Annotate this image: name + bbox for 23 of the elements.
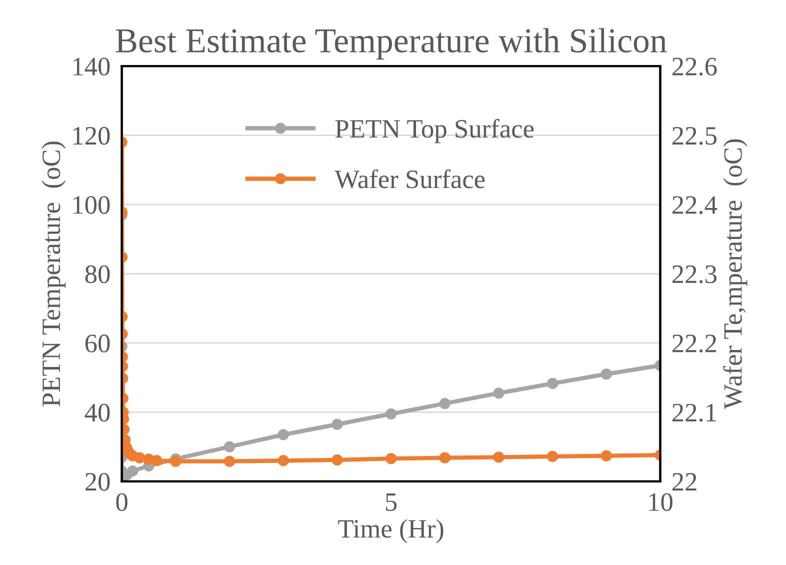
- x-tick-label: 10: [649, 493, 672, 512]
- y2-tick-label: 22.5: [672, 127, 716, 145]
- y2-tick-label: 22.4: [672, 196, 718, 214]
- y-tick-label: 40: [84, 404, 110, 422]
- legend-label: Wafer Surface: [334, 169, 485, 188]
- y-tick-label: 20: [85, 472, 110, 491]
- y2-tick-label: 22.1: [672, 404, 716, 422]
- y2-tick-label: 22.2: [672, 334, 716, 352]
- y-tick-label: 100: [73, 196, 110, 214]
- y-tick-label: 80: [85, 265, 110, 284]
- y-tick-label: 60: [85, 334, 110, 352]
- y2-tick-label: 22: [672, 473, 696, 491]
- y-axis-title: PETN Temperature (oC): [42, 142, 66, 406]
- y-tick-label: 140: [73, 58, 110, 76]
- y2-axis-title: Wafer Te,mperature (oC): [723, 139, 748, 410]
- x-tick-label: 5: [386, 494, 397, 512]
- y2-tick-label: 22.6: [672, 58, 717, 76]
- x-tick-label: 0: [116, 493, 128, 512]
- y2-tick-label: 22.3: [672, 265, 716, 284]
- chart-title: Best Estimate Temperature with Silicon: [116, 28, 667, 60]
- y-tick-label: 120: [73, 126, 110, 145]
- legend-label: PETN Top Surface: [335, 118, 534, 144]
- x-axis-title: Time (Hr): [338, 519, 444, 544]
